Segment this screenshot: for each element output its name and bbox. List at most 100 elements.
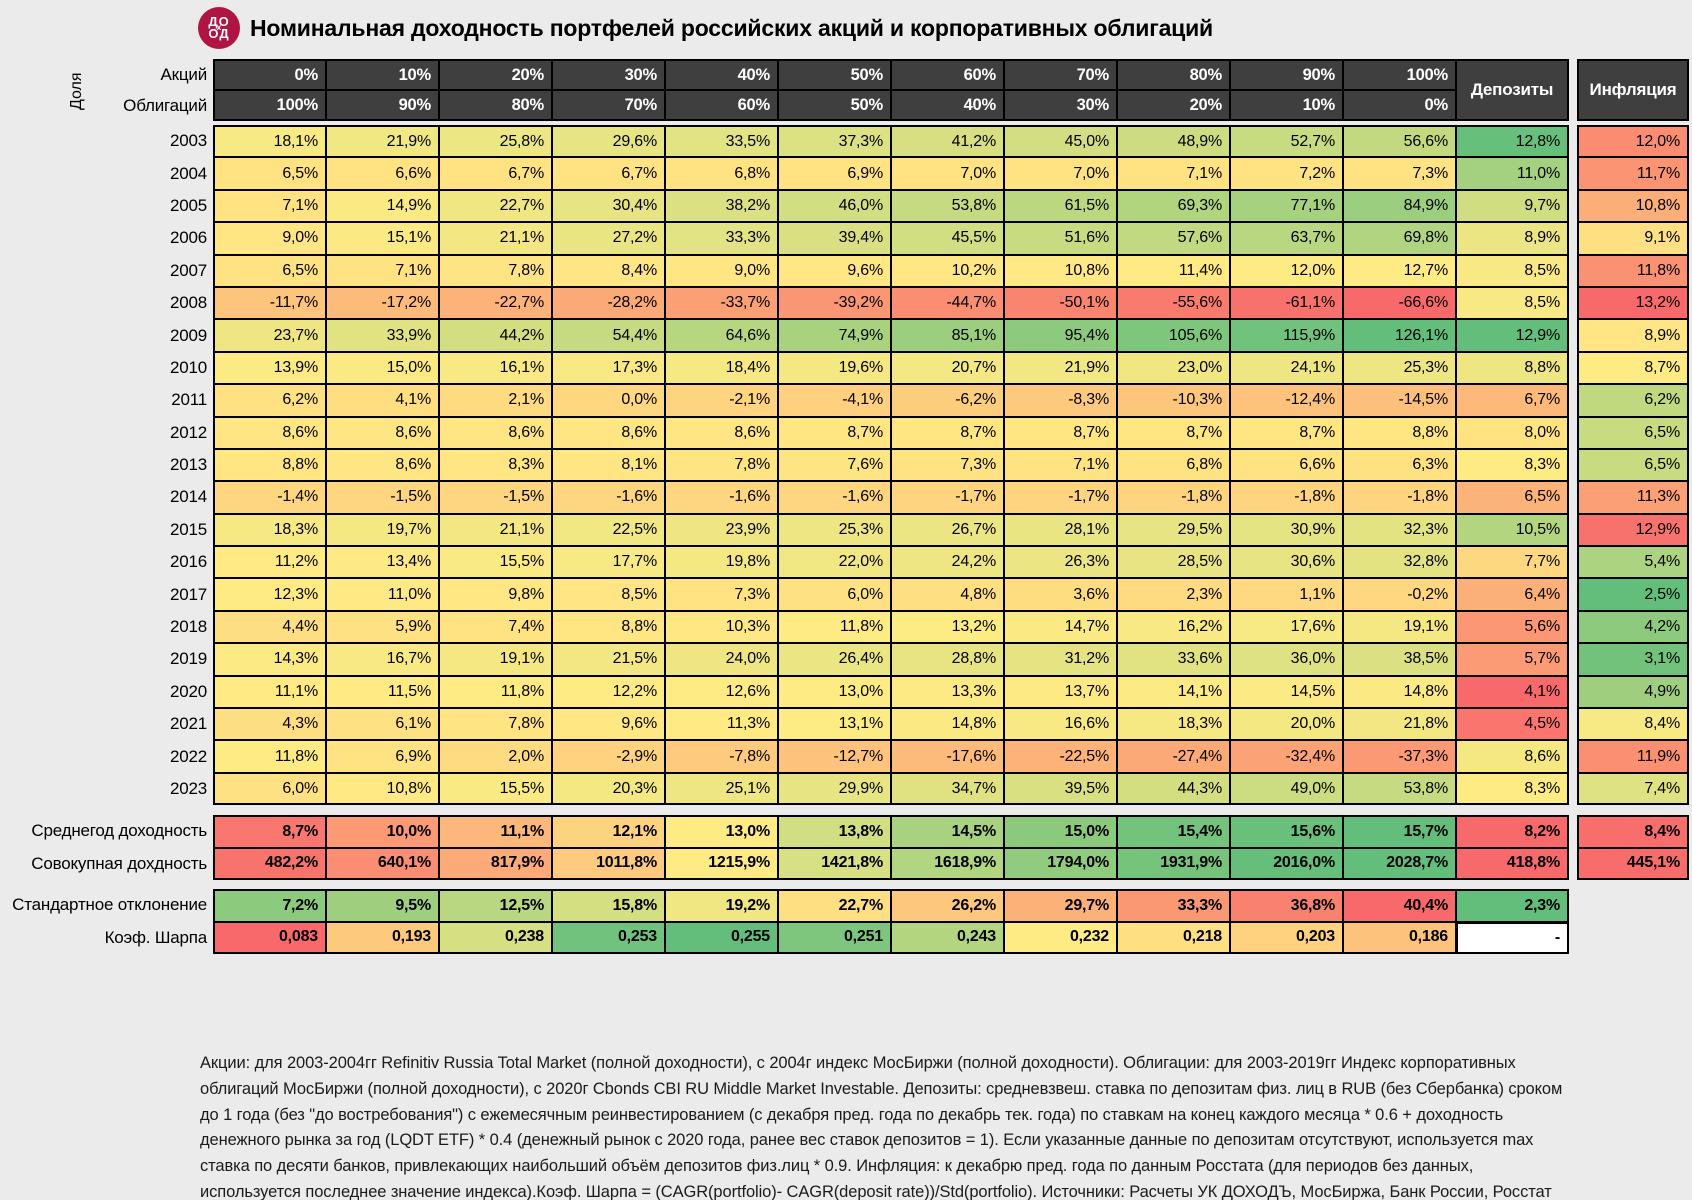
cell-2017-s30: 8,5% xyxy=(552,578,665,611)
cell-2019-s70: 31,2% xyxy=(1004,643,1117,676)
cell-2006-s50: 39,4% xyxy=(778,222,891,255)
footnote-line: используется последнее значение индекса)… xyxy=(200,1182,1552,1200)
cell-std-dev-deposit: 2,3% xyxy=(1456,889,1569,922)
cell-2003-s100: 56,6% xyxy=(1343,125,1456,158)
cell-2010-s70: 21,9% xyxy=(1004,351,1117,385)
cell-2012-s90: 8,7% xyxy=(1230,416,1343,449)
logo-letters-top: ДО xyxy=(208,14,230,29)
cell-2017-s70: 3,6% xyxy=(1004,578,1117,611)
cell-2005-s60: 53,8% xyxy=(891,189,1004,223)
cell-2004-s20: 6,7% xyxy=(439,157,552,190)
cell-2005-s100: 84,9% xyxy=(1343,189,1456,223)
cell-2009-s60: 85,1% xyxy=(891,319,1004,352)
cell-2016-inflation: 5,4% xyxy=(1577,546,1689,579)
cell-2015-s0: 18,3% xyxy=(213,513,326,547)
footnote-line: облигаций МосБиржи (полной доходности), … xyxy=(200,1079,1563,1098)
header-stocks-0: 0% xyxy=(213,59,326,90)
cell-2020-s60: 13,3% xyxy=(891,675,1004,709)
cell-2011-deposit: 6,7% xyxy=(1456,384,1569,417)
cell-2014-s10: -1,5% xyxy=(326,481,439,514)
cell-2021-s60: 14,8% xyxy=(891,708,1004,741)
header-stocks-40: 40% xyxy=(665,59,778,90)
cell-2014-deposit: 6,5% xyxy=(1456,481,1569,514)
cell-std-dev-s10: 9,5% xyxy=(326,889,439,922)
cell-total-return-s60: 1618,9% xyxy=(891,847,1004,881)
cell-2008-s70: -50,1% xyxy=(1004,286,1117,320)
header-stocks-10: 10% xyxy=(326,59,439,90)
cell-2004-deposit: 11,0% xyxy=(1456,157,1569,190)
cell-2016-s20: 15,5% xyxy=(439,546,552,579)
cell-2018-s60: 13,2% xyxy=(891,610,1004,644)
header-stocks-60: 60% xyxy=(891,59,1004,90)
cell-2004-s100: 7,3% xyxy=(1343,157,1456,190)
cell-2008-s80: -55,6% xyxy=(1117,286,1230,320)
cell-2005-s40: 38,2% xyxy=(665,189,778,223)
cell-2011-s70: -8,3% xyxy=(1004,384,1117,417)
cell-2022-s70: -22,5% xyxy=(1004,740,1117,773)
cell-2004-s30: 6,7% xyxy=(552,157,665,190)
cell-2007-s0: 6,5% xyxy=(213,254,326,287)
cell-sharpe-s60: 0,243 xyxy=(891,921,1004,955)
cell-2007-s60: 10,2% xyxy=(891,254,1004,287)
cell-2012-s100: 8,8% xyxy=(1343,416,1456,449)
cell-2008-s50: -39,2% xyxy=(778,286,891,320)
cell-total-return-s40: 1215,9% xyxy=(665,847,778,881)
cell-2011-s30: 0,0% xyxy=(552,384,665,417)
cell-total-return-s30: 1011,8% xyxy=(552,847,665,881)
cell-2003-s50: 37,3% xyxy=(778,125,891,158)
cell-2018-s30: 8,8% xyxy=(552,610,665,644)
cell-2022-s60: -17,6% xyxy=(891,740,1004,773)
cell-2015-s10: 19,7% xyxy=(326,513,439,547)
cell-total-return-s10: 640,1% xyxy=(326,847,439,881)
cell-2018-inflation: 4,2% xyxy=(1577,610,1689,644)
header-stocks-80: 80% xyxy=(1117,59,1230,90)
cell-2006-s80: 57,6% xyxy=(1117,222,1230,255)
year-label-2012: 2012 xyxy=(169,422,207,442)
cell-2015-s40: 23,9% xyxy=(665,513,778,547)
footnote-line: ставка по десяти банков, привлекающих на… xyxy=(200,1157,1474,1176)
cell-total-return-s20: 817,9% xyxy=(439,847,552,881)
cell-2018-s90: 17,6% xyxy=(1230,610,1343,644)
cell-2006-s40: 33,3% xyxy=(665,222,778,255)
cell-2010-s100: 25,3% xyxy=(1343,351,1456,385)
cell-2004-s60: 7,0% xyxy=(891,157,1004,190)
header-stocks-30: 30% xyxy=(552,59,665,90)
cell-2019-s20: 19,1% xyxy=(439,643,552,676)
cell-sharpe-s80: 0,218 xyxy=(1117,921,1230,955)
cell-2009-s50: 74,9% xyxy=(778,319,891,352)
cell-2007-inflation: 11,8% xyxy=(1577,254,1689,287)
cell-2009-inflation: 8,9% xyxy=(1577,319,1689,352)
cell-2011-s80: -10,3% xyxy=(1117,384,1230,417)
cell-2016-s100: 32,8% xyxy=(1343,546,1456,579)
cell-2010-s60: 20,7% xyxy=(891,351,1004,385)
cell-2003-s40: 33,5% xyxy=(665,125,778,158)
cell-2020-s90: 14,5% xyxy=(1230,675,1343,709)
cell-2013-s0: 8,8% xyxy=(213,448,326,482)
cell-2006-s90: 63,7% xyxy=(1230,222,1343,255)
cell-2011-s20: 2,1% xyxy=(439,384,552,417)
year-label-2019: 2019 xyxy=(169,649,207,669)
cell-avg-return-s20: 11,1% xyxy=(439,815,552,848)
cell-2018-s0: 4,4% xyxy=(213,610,326,644)
header-bonds-20: 20% xyxy=(1117,90,1230,121)
cell-2012-s70: 8,7% xyxy=(1004,416,1117,449)
cell-2021-s20: 7,8% xyxy=(439,708,552,741)
cell-2006-s60: 45,5% xyxy=(891,222,1004,255)
cell-2020-s80: 14,1% xyxy=(1117,675,1230,709)
cell-2014-inflation: 11,3% xyxy=(1577,481,1689,514)
cell-2010-s10: 15,0% xyxy=(326,351,439,385)
cell-2021-deposit: 4,5% xyxy=(1456,708,1569,741)
cell-2017-inflation: 2,5% xyxy=(1577,578,1689,611)
summary-label-avg-return: Среднегод доходность xyxy=(31,821,207,841)
cell-2003-s10: 21,9% xyxy=(326,125,439,158)
dohod-logo-icon: ДО х ОД xyxy=(198,7,240,49)
cell-total-return-s80: 1931,9% xyxy=(1117,847,1230,881)
cell-2008-s60: -44,7% xyxy=(891,286,1004,320)
cell-2023-s80: 44,3% xyxy=(1117,772,1230,806)
cell-2018-s10: 5,9% xyxy=(326,610,439,644)
cell-2015-s70: 28,1% xyxy=(1004,513,1117,547)
cell-2022-s10: 6,9% xyxy=(326,740,439,773)
cell-2020-s10: 11,5% xyxy=(326,675,439,709)
cell-2016-s60: 24,2% xyxy=(891,546,1004,579)
cell-avg-return-s40: 13,0% xyxy=(665,815,778,848)
